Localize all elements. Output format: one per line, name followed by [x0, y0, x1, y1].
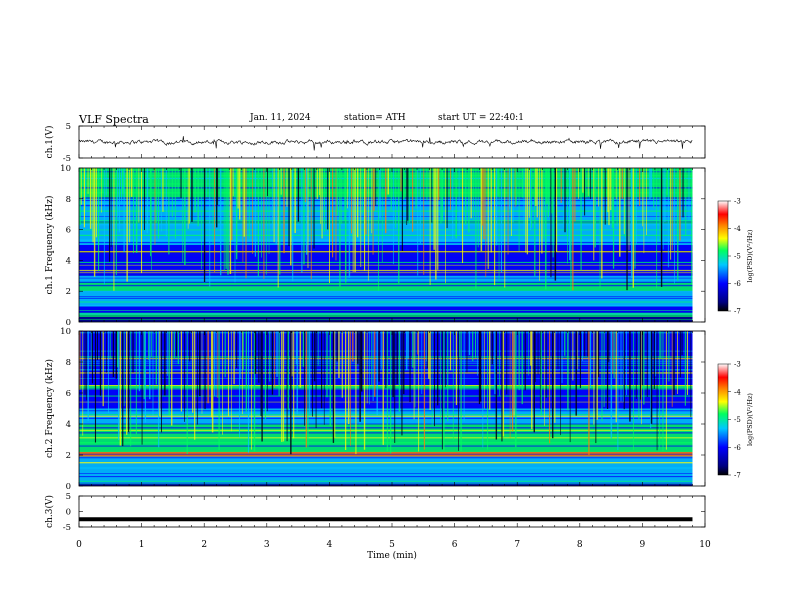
- colorbar-ch2: -3 -4 -5 -6 -7 log(PSD)(V²/Hz): [717, 361, 754, 480]
- panel-frame: [78, 495, 706, 528]
- y-axis-label: ch.3(V): [44, 495, 55, 528]
- colorbar-tick-label: -5: [734, 253, 741, 261]
- spectrogram-band: [79, 275, 693, 282]
- colorbar-gradient: [717, 363, 729, 476]
- colorbar-tick-label: -6: [734, 444, 741, 452]
- station-label: station= ATH: [344, 113, 406, 123]
- colorbar-tick-label: -4: [734, 225, 741, 233]
- x-axis-label: Time (min): [367, 550, 417, 561]
- x-tick-label: 4: [327, 540, 333, 550]
- spectrogram-band: [79, 408, 693, 415]
- spectrogram-band: [79, 306, 693, 313]
- y-tick-label: 6: [66, 389, 71, 399]
- y-tick-label: 5: [66, 122, 71, 132]
- colorbar-label: log(PSD)(V²/Hz): [746, 393, 754, 446]
- spectrogram-band: [79, 245, 693, 256]
- y-tick-label: 4: [66, 420, 71, 430]
- spectrogram-band: [79, 291, 693, 307]
- y-tick-label: 2: [66, 287, 71, 297]
- spectrogram-band: [79, 315, 693, 322]
- x-tick-label: 8: [577, 540, 583, 550]
- colorbar-tick-label: -6: [734, 280, 741, 288]
- y-tick-label: -5: [63, 154, 71, 164]
- x-tick-label: 10: [699, 540, 711, 550]
- x-tick-label: 3: [264, 540, 270, 550]
- spectrogram-band: [79, 456, 693, 471]
- x-tick-label: 5: [389, 540, 395, 550]
- y-axis-label: ch.1 Frequency (kHz): [44, 196, 55, 295]
- y-tick-label: 8: [66, 195, 71, 205]
- ch1-signal-line: [78, 136, 693, 151]
- panel-frame: [78, 125, 706, 159]
- y-tick-label: -5: [63, 523, 71, 533]
- x-tick-label: 6: [452, 540, 458, 550]
- x-tick-label: 0: [76, 540, 82, 550]
- spectrogram-band: [79, 424, 693, 440]
- y-axis-label: ch.2 Frequency (kHz): [44, 359, 55, 458]
- x-tick-label: 1: [139, 540, 145, 550]
- y-tick-label: 0: [66, 318, 71, 328]
- ch2-spectrogram-panel: 0 2 4 6 8 10 ch.2 Frequency (kHz): [44, 327, 706, 492]
- colorbar-tick-label: -7: [734, 472, 741, 480]
- x-tick-label: 7: [514, 540, 520, 550]
- spectrogram-band: [79, 482, 693, 486]
- y-tick-label: 5: [66, 492, 71, 502]
- ch1-waveform-panel: 5 -5 ch.1(V): [44, 122, 706, 164]
- colorbar-tick-label: -3: [734, 361, 741, 369]
- colorbar-tick-label: -7: [734, 308, 741, 316]
- x-tick-label: 9: [640, 540, 646, 550]
- x-tick-label: 2: [201, 540, 207, 550]
- colorbar-ch1: -3 -4 -5 -6 -7 log(PSD)(V²/Hz): [717, 198, 754, 316]
- colorbar-tick-label: -4: [734, 388, 741, 396]
- colorbar-gradient: [717, 200, 729, 312]
- time-axis: 0 1 2 3 4 5 6 7 8 9 10 Time (min): [76, 540, 711, 561]
- chart-title: VLF Spectra: [79, 113, 149, 126]
- spectrogram-band: [79, 414, 693, 424]
- start-time-label: start UT = 22:40:1: [438, 113, 524, 123]
- y-tick-label: 6: [66, 226, 71, 236]
- spectrogram-band: [79, 281, 693, 292]
- colorbar-tick-label: -5: [734, 416, 741, 424]
- y-tick-label: 2: [66, 451, 71, 461]
- ch1-spectrogram-panel: 0 2 4 6 8 10 ch.1 Frequency (kHz): [44, 164, 706, 328]
- ch3-waveform-panel: 5 0 -5 ch.3(V): [44, 492, 706, 533]
- y-axis-label: ch.1(V): [44, 126, 55, 159]
- y-tick-label: 0: [66, 482, 71, 492]
- colorbar-label: log(PSD)(V²/Hz): [746, 229, 754, 282]
- y-tick-label: 10: [60, 327, 71, 337]
- y-tick-label: 10: [60, 164, 71, 174]
- colorbar-tick-label: -3: [734, 198, 741, 206]
- y-tick-label: 4: [66, 256, 71, 266]
- y-tick-label: 8: [66, 358, 71, 368]
- y-tick-label: 0: [66, 508, 71, 518]
- date-label: Jan. 11, 2024: [250, 113, 311, 123]
